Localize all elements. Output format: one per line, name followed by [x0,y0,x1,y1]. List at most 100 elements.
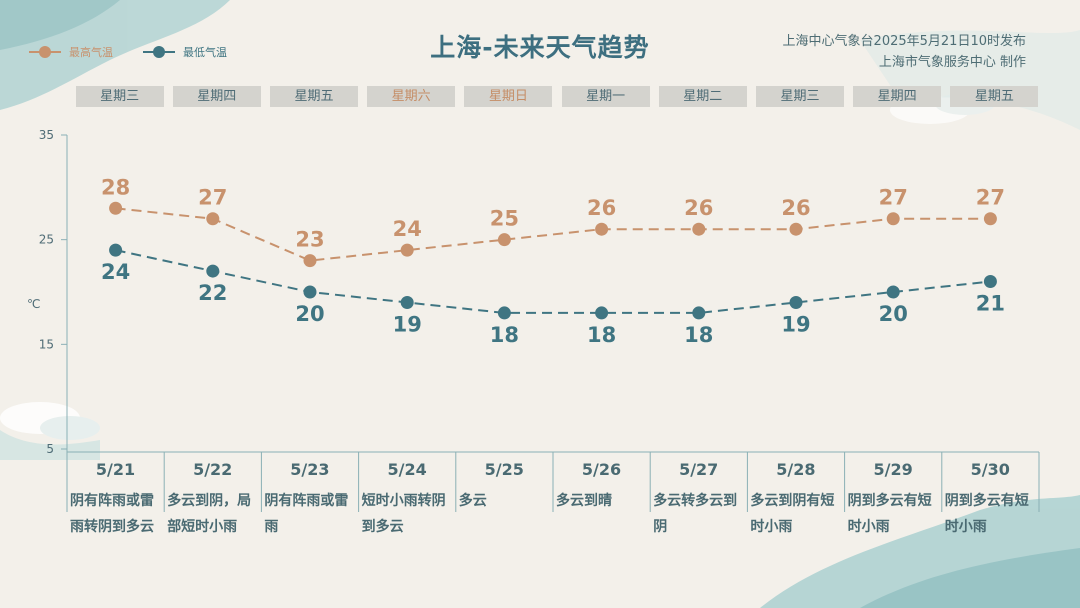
page-title: 上海-未来天气趋势 [430,33,650,62]
date-label: 5/29 [873,460,913,479]
ink-wash-bottom-right [760,495,1080,608]
forecast-day: 5/30 阴到多云有短时小雨 [942,460,1039,540]
data-label-low: 20 [879,302,908,326]
data-point-low [789,295,803,309]
data-point-low [109,243,123,257]
weekday-label: 星期四 [853,86,942,107]
legend-high-marker-icon [29,46,61,58]
data-point-high [983,212,997,226]
weather-description: 多云到晴 [556,493,612,509]
forecast-day: 5/23 阴有阵雨或雷雨 [261,460,358,540]
weather-description: 阴到多云有短时小雨 [944,493,1029,535]
forecast-day: 5/22 多云到阴，局部短时小雨 [164,460,261,540]
weather-description: 多云转多云到阴 [653,493,738,535]
date-label: 5/21 [95,460,136,479]
data-label-high: 24 [393,217,422,241]
y-tick-label: 15 [39,337,54,351]
source-info: 上海中心气象台2025年5月21日10时发布 上海市气象服务中心 制作 [783,31,1026,73]
forecast-day: 5/24 短时小雨转阴到多云 [359,460,456,540]
weather-description: 阴到多云有短时小雨 [847,493,932,535]
data-label-low: 20 [295,302,324,326]
weekday-label: 星期日 [464,86,553,107]
date-label: 5/27 [679,460,719,479]
weekday-label: 星期三 [75,86,164,107]
weekday-label: 星期五 [950,86,1039,107]
legend-high-label: 最高气温 [69,46,113,59]
date-label: 5/25 [484,460,524,479]
data-point-high [109,201,123,215]
legend-item-high: 最高气温 [27,44,113,60]
data-point-high [886,212,900,226]
data-label-high: 26 [684,196,713,220]
forecast-day: 5/26 多云到晴 [553,460,650,514]
forecast-day: 5/25 多云 [456,460,553,514]
series-line-high [115,207,991,262]
data-label-high: 25 [490,207,519,231]
data-label-low: 21 [976,292,1005,316]
weather-description: 多云 [458,493,487,509]
forecast-day: 5/28 多云到阴有短时小雨 [747,460,844,540]
data-point-low [983,275,997,289]
data-label-high: 27 [976,186,1005,210]
date-label: 5/28 [776,460,816,479]
data-point-high [497,233,511,247]
date-label: 5/24 [387,460,427,479]
legend-low-label: 最低气温 [183,46,227,59]
y-tick-label: 35 [39,128,54,142]
data-point-high [206,212,220,226]
weekday-bar: 星期三 星期四 星期五 星期六 星期日 星期一 星期二 星期三 星期四 星期五 [71,86,1041,108]
data-label-high: 28 [101,175,130,199]
ink-wash-top-left [0,0,230,110]
weather-description: 多云到阴有短时小雨 [750,493,835,535]
date-label: 5/26 [581,460,622,479]
data-point-high [400,243,414,257]
data-point-low [497,306,511,320]
weather-description: 阴有阵雨或雷雨 [264,493,349,535]
weather-description: 多云到阴，局部短时小雨 [167,493,252,535]
data-label-low: 19 [781,312,810,336]
data-label-low: 18 [587,323,616,347]
data-point-low [303,285,317,299]
weather-description: 短时小雨转阴到多云 [361,493,446,535]
data-label-high: 26 [781,196,810,220]
data-label-high: 27 [879,186,908,210]
data-point-low [692,306,706,320]
data-label-low: 24 [101,260,130,284]
legend-low-marker-icon [143,46,175,58]
forecast-day: 5/29 阴到多云有短时小雨 [845,460,942,540]
y-tick-label: 5 [46,442,54,456]
data-label-high: 23 [295,228,324,252]
data-label-low: 19 [393,312,422,336]
legend-item-low: 最低气温 [141,44,227,60]
series-line-low [115,249,991,314]
forecast-day: 5/21 阴有阵雨或雷雨转阴到多云 [67,460,164,540]
forecast-day: 5/27 多云转多云到阴 [650,460,747,540]
weekday-label: 星期四 [172,86,261,107]
y-tick-label: 25 [39,233,54,247]
data-point-high [595,222,609,236]
data-label-high: 27 [198,186,227,210]
data-label-low: 18 [490,323,519,347]
data-point-low [206,264,220,278]
data-point-low [886,285,900,299]
y-axis-unit: ℃ [27,297,41,311]
data-label-low: 22 [198,281,227,305]
data-point-high [789,222,803,236]
date-label: 5/23 [290,460,330,479]
weather-description: 阴有阵雨或雷雨转阴到多云 [70,493,154,535]
date-label: 5/30 [970,460,1010,479]
data-point-low [400,295,414,309]
weekday-label: 星期五 [270,86,358,107]
weekday-label: 星期三 [756,86,844,107]
data-label-low: 18 [684,323,713,347]
date-label: 5/22 [193,460,233,479]
data-point-high [303,254,317,268]
data-label-high: 26 [587,196,616,220]
weekday-label: 星期一 [561,86,650,107]
weekday-label: 星期二 [658,86,747,107]
chart-legend: 最高气温 最低气温 [27,44,227,60]
source-line-maker: 上海市气象服务中心 制作 [878,55,1026,70]
source-line-publisher: 上海中心气象台2025年5月21日10时发布 [782,34,1026,49]
data-point-high [692,222,706,236]
